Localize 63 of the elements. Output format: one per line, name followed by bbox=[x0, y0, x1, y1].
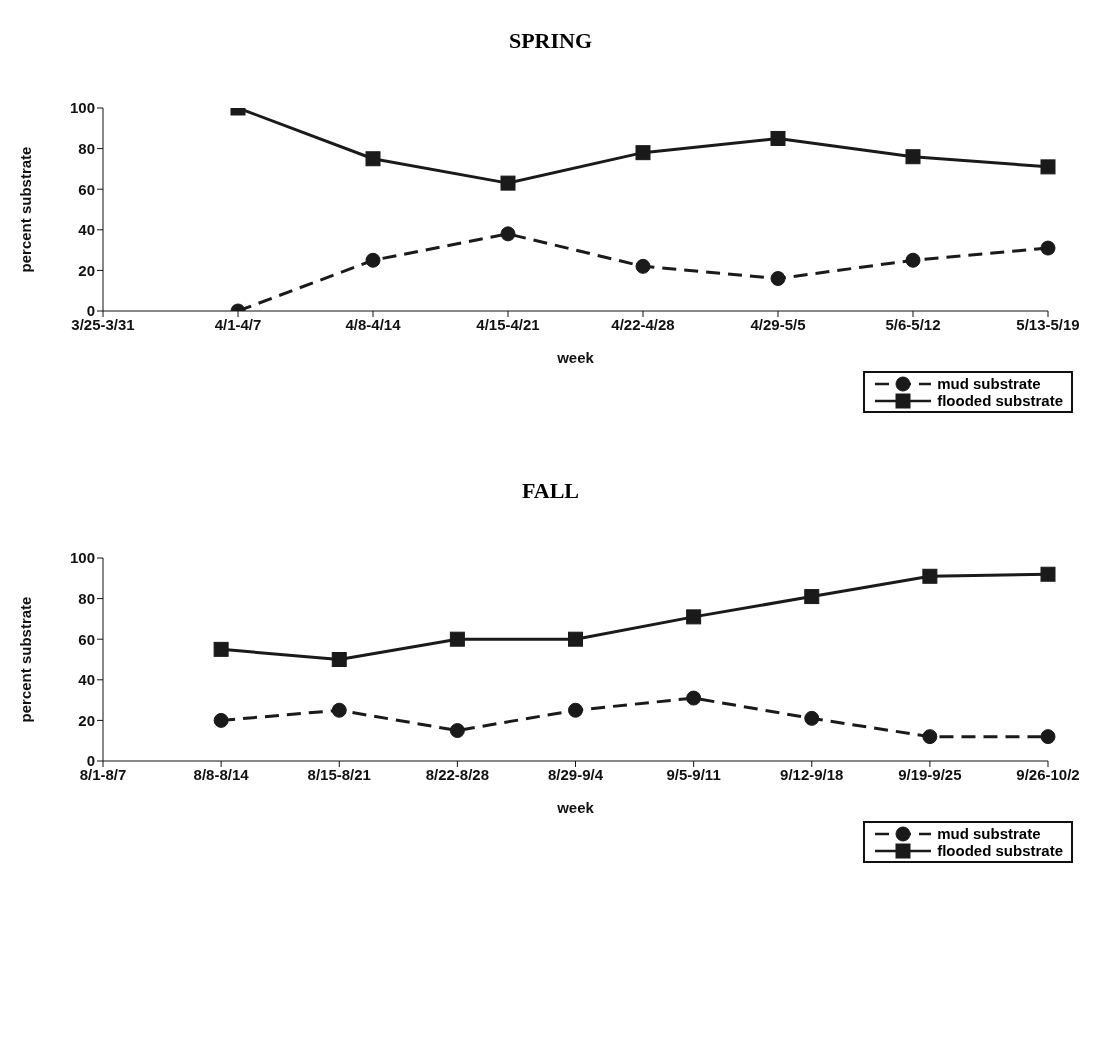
x-axis-title: week bbox=[556, 799, 595, 816]
x-tick-label: 9/26-10/2 bbox=[1016, 765, 1080, 783]
point bbox=[365, 252, 381, 268]
x-tick-label: 9/19-9/25 bbox=[898, 765, 962, 783]
y-tick-label: 80 bbox=[78, 139, 95, 157]
y-tick-label: 80 bbox=[78, 589, 95, 607]
y-tick-label: 100 bbox=[69, 99, 95, 117]
point bbox=[635, 145, 651, 161]
point bbox=[905, 149, 921, 165]
point bbox=[770, 271, 786, 287]
point bbox=[1040, 729, 1056, 745]
point bbox=[922, 729, 938, 745]
point bbox=[1040, 566, 1056, 582]
point bbox=[770, 130, 786, 146]
x-tick-label: 9/12-9/18 bbox=[780, 765, 844, 783]
point bbox=[1040, 240, 1056, 256]
y-tick-label: 20 bbox=[78, 711, 95, 729]
y-axis-title: percent substrate bbox=[17, 146, 35, 273]
chart-title: SPRING bbox=[507, 27, 594, 55]
y-tick-label: 20 bbox=[78, 261, 95, 279]
y-tick-label: 60 bbox=[78, 630, 95, 648]
chart-title: FALL bbox=[520, 477, 580, 505]
legend-label: mud substrate bbox=[937, 375, 1041, 392]
point bbox=[213, 712, 229, 728]
y-axis-title: percent substrate bbox=[17, 596, 35, 723]
x-tick-label: 5/13-5/19 bbox=[1016, 315, 1080, 333]
point bbox=[500, 175, 516, 191]
x-axis-title: week bbox=[556, 349, 595, 366]
x-tick-label: 4/1-4/7 bbox=[214, 315, 262, 333]
x-tick-label: 4/22-4/28 bbox=[611, 315, 675, 333]
x-tick-label: 9/5-9/11 bbox=[666, 765, 721, 783]
point bbox=[500, 226, 516, 242]
x-tick-label: 8/15-8/21 bbox=[307, 765, 371, 783]
x-tick-label: 8/29-9/4 bbox=[547, 765, 604, 783]
point bbox=[568, 702, 583, 718]
point bbox=[922, 568, 938, 584]
legend-label: mud substrate bbox=[937, 825, 1041, 842]
point bbox=[635, 258, 651, 274]
point bbox=[686, 609, 702, 625]
point bbox=[905, 252, 921, 268]
point bbox=[213, 641, 229, 657]
point bbox=[449, 723, 465, 739]
x-tick-label: 4/29-5/5 bbox=[750, 315, 806, 333]
x-tick-label: 4/8-4/14 bbox=[345, 315, 402, 333]
legend-label: flooded substrate bbox=[937, 392, 1063, 409]
point bbox=[331, 702, 347, 718]
point bbox=[331, 652, 347, 667]
point bbox=[686, 690, 702, 706]
point bbox=[804, 589, 820, 605]
x-tick-label: 8/22-8/28 bbox=[425, 765, 490, 783]
point bbox=[365, 151, 381, 167]
y-tick-label: 40 bbox=[78, 671, 95, 689]
point bbox=[804, 710, 820, 726]
x-tick-label: 4/15-4/21 bbox=[476, 315, 540, 333]
point bbox=[449, 631, 465, 647]
point bbox=[568, 631, 583, 647]
x-tick-label: 8/8-8/14 bbox=[193, 765, 250, 783]
legend-label: flooded substrate bbox=[937, 842, 1063, 859]
y-tick-label: 60 bbox=[78, 180, 95, 198]
point bbox=[1040, 159, 1056, 175]
y-tick-label: 100 bbox=[69, 549, 95, 567]
y-tick-label: 40 bbox=[78, 221, 95, 239]
x-tick-label: 5/6-5/12 bbox=[885, 315, 941, 333]
